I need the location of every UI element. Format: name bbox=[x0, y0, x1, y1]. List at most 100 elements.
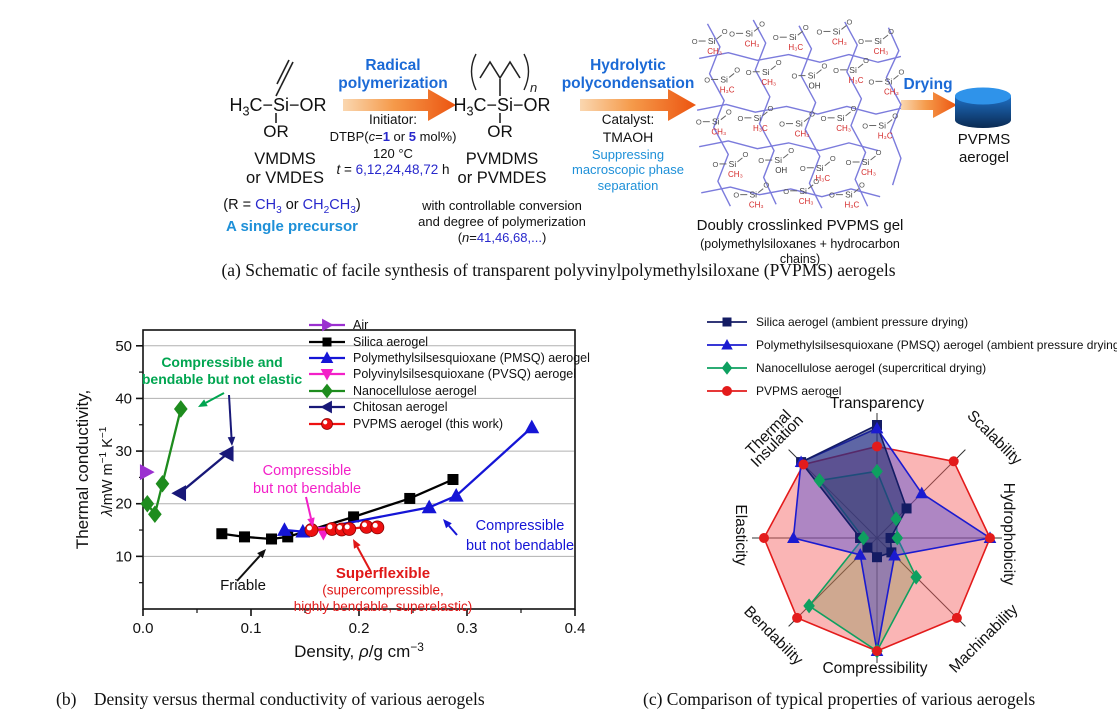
svg-text:O: O bbox=[692, 37, 698, 46]
svg-text:O: O bbox=[713, 160, 719, 169]
svg-text:O: O bbox=[888, 27, 894, 36]
svg-text:H₃C: H₃C bbox=[720, 85, 735, 94]
radical-polymerization-arrow bbox=[343, 89, 456, 121]
svg-text:Si: Si bbox=[833, 26, 841, 36]
svg-text:O: O bbox=[876, 148, 882, 157]
legend-label: Nanocellulose aerogel (supercritical dry… bbox=[756, 360, 987, 375]
gel-caption-line2: (polymethylsiloxanes + hydrocarbon chain… bbox=[700, 237, 900, 266]
svg-text:O: O bbox=[821, 114, 827, 123]
tri-up-legend-marker bbox=[707, 338, 747, 349]
circle-dot-legend-marker bbox=[309, 417, 345, 430]
svg-text:O: O bbox=[862, 122, 868, 131]
product-label-line1: PVPMS bbox=[957, 131, 1011, 148]
svg-text:H₃C: H₃C bbox=[753, 124, 768, 133]
svg-text:Compressibility: Compressibility bbox=[822, 660, 927, 677]
polymer-note-2: and degree of polymerization bbox=[418, 214, 586, 229]
svg-text:H₃C: H₃C bbox=[788, 43, 803, 52]
svg-text:O: O bbox=[696, 118, 702, 127]
svg-text:Density, ρ/g cm−3: Density, ρ/g cm−3 bbox=[294, 640, 424, 661]
svg-text:Compressible: Compressible bbox=[263, 463, 352, 479]
svg-text:CH₃: CH₃ bbox=[799, 197, 814, 206]
svg-text:CH₃: CH₃ bbox=[711, 128, 726, 137]
svg-text:0.3: 0.3 bbox=[457, 620, 478, 637]
svg-text:30: 30 bbox=[115, 443, 132, 460]
legend-label: Polymethylsilsesquioxane (PMSQ) aerogel bbox=[353, 350, 590, 365]
step2-title-line2: polycondensation bbox=[561, 75, 695, 93]
legend-label: Polymethylsilsesquioxane (PMSQ) aerogel … bbox=[756, 337, 1117, 352]
svg-text:O: O bbox=[729, 29, 735, 38]
svg-text:but not bendable: but not bendable bbox=[253, 481, 361, 497]
step2-title-line1: Hydrolytic bbox=[590, 57, 666, 74]
svg-text:0.2: 0.2 bbox=[349, 620, 370, 637]
density-conductivity-chart: 10 20 30 40 50 0.0 0.1 0.2 0.3 0.4 Density, ρ/g cm… bbox=[73, 329, 585, 661]
svg-text:O: O bbox=[722, 27, 728, 36]
svg-text:O: O bbox=[779, 120, 785, 129]
svg-text:Si: Si bbox=[862, 157, 870, 167]
svg-text:O: O bbox=[767, 104, 773, 113]
svg-text:O: O bbox=[776, 58, 782, 67]
legend-item: Silica aerogel bbox=[306, 333, 590, 349]
svg-text:0.0: 0.0 bbox=[133, 620, 154, 637]
svg-text:O: O bbox=[863, 56, 869, 65]
svg-text:O: O bbox=[759, 19, 765, 28]
svg-text:O: O bbox=[783, 187, 789, 196]
svg-text:H₃C: H₃C bbox=[849, 76, 864, 85]
polymer-note-1: with controllable conversion bbox=[422, 198, 582, 213]
legend-item: Polymethylsilsesquioxane (PMSQ) aerogel … bbox=[704, 333, 1117, 356]
svg-text:OH: OH bbox=[808, 82, 820, 91]
svg-text:O: O bbox=[800, 164, 806, 173]
legend-label: Nanocellulose aerogel bbox=[353, 383, 477, 398]
tri-down-legend-marker bbox=[309, 369, 345, 381]
legend-item: PVPMS aerogel bbox=[704, 379, 1117, 402]
polymer-name: PVMDMS or PVMDES bbox=[432, 150, 572, 189]
gel-caption-line1: Doubly crosslinked PVPMS gel bbox=[696, 217, 904, 234]
svg-text:O: O bbox=[813, 177, 819, 186]
tmaoh-label: TMAOH bbox=[602, 129, 654, 145]
diamond-legend-marker bbox=[707, 360, 747, 375]
svg-text:O: O bbox=[734, 65, 740, 74]
svg-text:Si: Si bbox=[729, 159, 737, 169]
vmdms-or-group: OR bbox=[263, 122, 289, 141]
legend-item: Polyvinylsilsesquioxane (PVSQ) aerogel bbox=[306, 366, 590, 382]
svg-text:Transparency: Transparency bbox=[830, 395, 924, 412]
svg-text:Thermal conductivity,: Thermal conductivity, bbox=[73, 390, 92, 549]
svg-text:O: O bbox=[788, 146, 794, 155]
legend-label: Silica aerogel bbox=[353, 334, 429, 349]
svg-text:Si: Si bbox=[885, 76, 893, 86]
legend-label: Polyvinylsilsesquioxane (PVSQ) aerogel bbox=[353, 367, 577, 382]
svg-text:Si: Si bbox=[720, 74, 728, 84]
svg-text:bendable but not elastic: bendable but not elastic bbox=[142, 371, 302, 387]
legend-item: Air bbox=[306, 317, 590, 333]
square-legend-marker bbox=[707, 317, 747, 326]
svg-text:O: O bbox=[847, 17, 853, 26]
svg-text:O: O bbox=[737, 114, 743, 123]
svg-text:O: O bbox=[869, 77, 875, 86]
svg-text:H₃C: H₃C bbox=[815, 174, 830, 183]
single-precursor-label: A single precursor bbox=[226, 218, 358, 235]
svg-text:O: O bbox=[892, 112, 898, 121]
svg-text:Si: Si bbox=[762, 67, 770, 77]
svg-text:CH₃: CH₃ bbox=[728, 170, 743, 179]
svg-text:Si: Si bbox=[745, 28, 753, 38]
svg-text:CH₃: CH₃ bbox=[795, 130, 810, 139]
svg-text:O: O bbox=[746, 68, 752, 77]
legend-item: Silica aerogel (ambient pressure drying) bbox=[704, 310, 1117, 333]
precursor-name: VMDMS or VMDES bbox=[215, 150, 355, 189]
svg-text:O: O bbox=[830, 154, 836, 163]
pvmdms-or-group: OR bbox=[487, 122, 513, 141]
suppressing-note: Suppressing macroscopic phase separation bbox=[558, 147, 698, 193]
polymer-note-3: (n=41,46,68,...) bbox=[457, 230, 547, 245]
time-condition: t = 6,12,24,48,72 h bbox=[336, 162, 450, 177]
svg-text:CH₃: CH₃ bbox=[761, 78, 776, 87]
polymer-n-subscript: n bbox=[530, 80, 537, 95]
svg-text:Si: Si bbox=[799, 186, 807, 196]
svg-text:50: 50 bbox=[115, 338, 132, 355]
hydrolytic-polycondensation-arrow bbox=[580, 89, 696, 121]
svg-text:Si: Si bbox=[789, 32, 797, 42]
svg-text:Si: Si bbox=[708, 36, 716, 46]
caption-b: (b) Density versus thermal conductivity … bbox=[56, 689, 485, 709]
polymer-name-line2: or PVMDES bbox=[457, 169, 547, 188]
r-definition: (R = CH3 or CH2CH3) bbox=[223, 197, 361, 216]
